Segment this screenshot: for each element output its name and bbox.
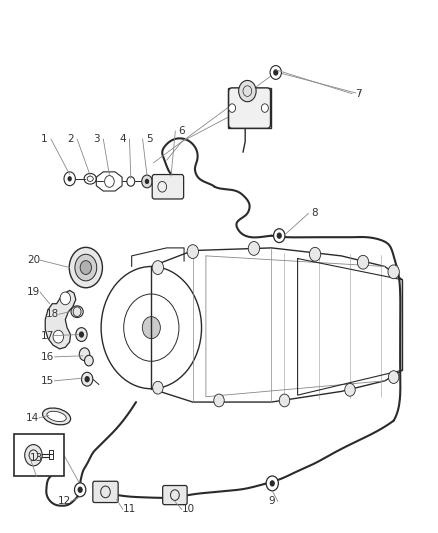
Circle shape xyxy=(80,261,92,274)
Circle shape xyxy=(274,229,285,243)
Circle shape xyxy=(345,383,355,396)
Circle shape xyxy=(266,476,279,491)
Circle shape xyxy=(261,104,268,112)
Circle shape xyxy=(53,330,64,343)
Ellipse shape xyxy=(47,411,66,422)
Text: 2: 2 xyxy=(67,134,74,144)
Circle shape xyxy=(142,175,152,188)
Polygon shape xyxy=(45,290,76,349)
Text: 13: 13 xyxy=(30,453,43,463)
Circle shape xyxy=(145,179,149,184)
Circle shape xyxy=(127,176,135,186)
Circle shape xyxy=(78,487,83,493)
Text: 10: 10 xyxy=(182,504,195,514)
FancyBboxPatch shape xyxy=(93,481,118,503)
Circle shape xyxy=(67,176,72,181)
Text: 8: 8 xyxy=(312,208,318,219)
Circle shape xyxy=(79,348,90,361)
Circle shape xyxy=(187,245,198,259)
Text: 14: 14 xyxy=(25,413,39,423)
Circle shape xyxy=(74,483,86,497)
Bar xyxy=(14,434,64,477)
Circle shape xyxy=(214,394,224,407)
Circle shape xyxy=(273,69,279,76)
Circle shape xyxy=(79,332,84,338)
Text: 7: 7 xyxy=(355,88,362,99)
Text: 1: 1 xyxy=(41,134,48,144)
Circle shape xyxy=(25,445,42,466)
FancyBboxPatch shape xyxy=(229,88,271,128)
Text: 16: 16 xyxy=(41,352,54,362)
Text: 5: 5 xyxy=(146,134,152,144)
Circle shape xyxy=(69,247,102,288)
Circle shape xyxy=(85,356,93,366)
Circle shape xyxy=(277,232,282,239)
Circle shape xyxy=(152,381,163,394)
Circle shape xyxy=(76,328,87,342)
Circle shape xyxy=(309,247,321,261)
Circle shape xyxy=(270,66,282,79)
Circle shape xyxy=(64,172,75,185)
Text: 4: 4 xyxy=(120,134,126,144)
Text: 12: 12 xyxy=(57,496,71,506)
Text: 20: 20 xyxy=(27,255,40,265)
Ellipse shape xyxy=(42,408,71,425)
Circle shape xyxy=(152,261,163,274)
Circle shape xyxy=(248,241,260,255)
Circle shape xyxy=(279,394,290,407)
Text: 15: 15 xyxy=(41,376,54,386)
Circle shape xyxy=(142,317,160,338)
Circle shape xyxy=(75,254,97,281)
Circle shape xyxy=(239,80,256,102)
Text: 17: 17 xyxy=(41,330,54,341)
Text: 9: 9 xyxy=(268,496,275,506)
Circle shape xyxy=(81,372,93,386)
Text: 3: 3 xyxy=(93,134,100,144)
Circle shape xyxy=(388,265,399,279)
Circle shape xyxy=(270,480,275,487)
Ellipse shape xyxy=(71,306,83,318)
Circle shape xyxy=(229,104,236,112)
Circle shape xyxy=(357,255,369,269)
Text: 19: 19 xyxy=(27,287,40,297)
Text: 18: 18 xyxy=(46,309,59,319)
Circle shape xyxy=(389,370,399,383)
Circle shape xyxy=(60,292,71,305)
FancyBboxPatch shape xyxy=(152,174,184,199)
Text: 11: 11 xyxy=(123,504,136,514)
Circle shape xyxy=(85,376,90,382)
Text: 6: 6 xyxy=(179,126,185,136)
FancyBboxPatch shape xyxy=(162,486,187,505)
